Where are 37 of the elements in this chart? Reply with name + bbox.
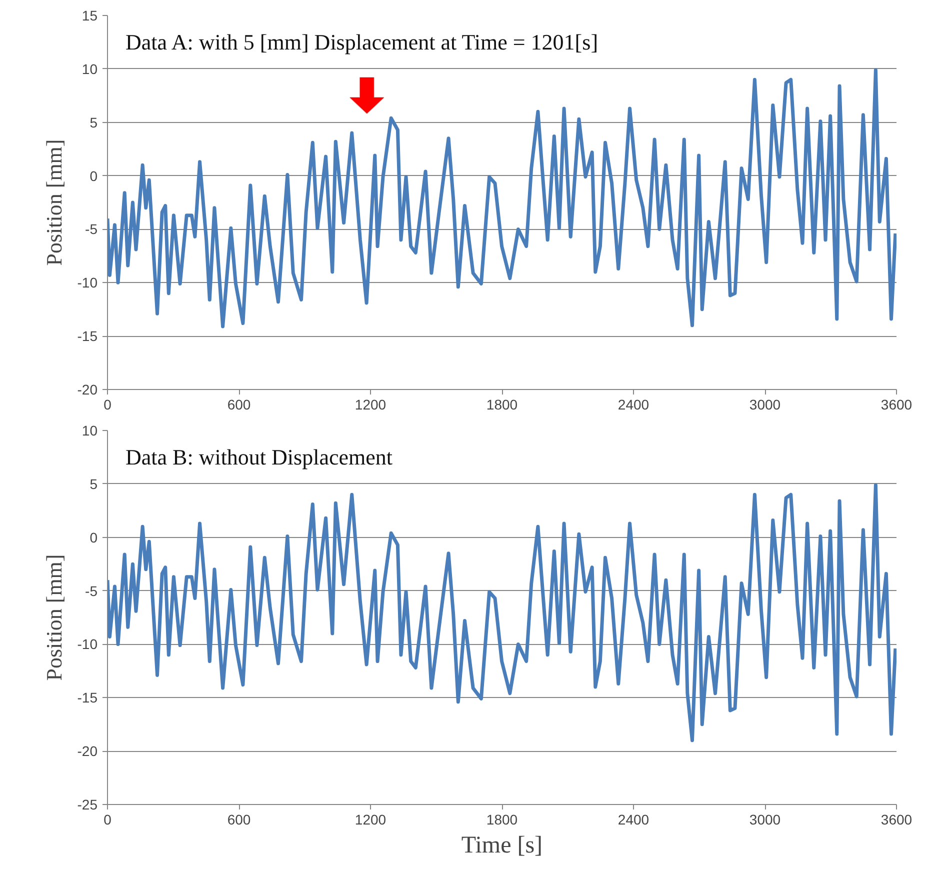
y-tick-label: -15 (77, 328, 98, 344)
y-tick-label: -5 (85, 221, 98, 238)
line-series (108, 68, 896, 328)
x-tick-label: 1200 (354, 812, 386, 828)
x-tick-label: 1200 (354, 396, 386, 412)
y-tick-label: -20 (77, 382, 98, 398)
y-tick-label: -10 (77, 274, 98, 291)
y-tick-label: -15 (77, 690, 98, 706)
x-tick-label: 0 (104, 396, 112, 412)
y-tick-label: 15 (82, 8, 98, 24)
x-tick-label: 2400 (618, 812, 650, 828)
y-axis-title: Position [mm] (41, 554, 66, 681)
x-tick-label: 3600 (880, 812, 912, 828)
x-tick-label: 3600 (880, 396, 912, 412)
x-tick-label: 600 (227, 812, 251, 828)
y-tick-label: 10 (82, 422, 98, 438)
y-tick-label: 0 (90, 168, 98, 184)
y-tick-label: -25 (77, 796, 98, 812)
y-tick-label: -20 (77, 743, 98, 760)
x-tick-label: 600 (227, 396, 251, 412)
y-tick-label: -10 (77, 636, 98, 652)
x-axis-title: Time [s] (461, 832, 543, 858)
x-tick-label: 0 (104, 812, 112, 828)
x-tick-label: 1800 (486, 812, 518, 828)
y-axis-title: Position [mm] (41, 139, 66, 266)
x-tick-label: 3000 (749, 812, 781, 828)
text: Data B: without Displacement (126, 444, 392, 470)
y-tick-label: -5 (85, 582, 98, 599)
x-tick-label: 2400 (618, 396, 650, 412)
y-tick-label: 5 (90, 114, 98, 130)
y-tick-label: 10 (82, 60, 98, 77)
line-series (108, 483, 896, 742)
x-tick-label: 1800 (486, 396, 518, 412)
text: Data A: with 5 [mm] Displacement at Time = 1201[s] (126, 30, 598, 54)
y-tick-label: 5 (90, 476, 98, 492)
x-tick-label: 3000 (749, 396, 781, 412)
y-tick-label: 0 (90, 529, 98, 546)
